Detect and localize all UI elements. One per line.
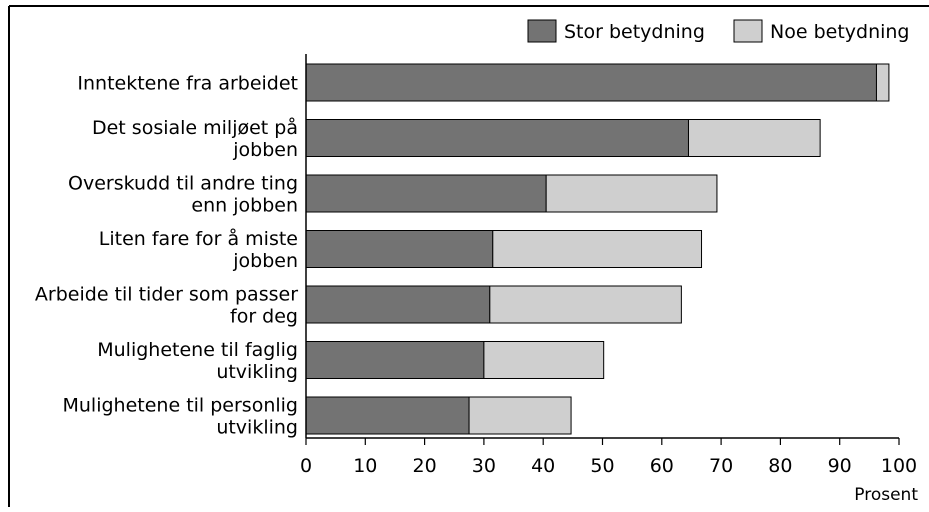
bar-noe-3: [492, 230, 703, 268]
bar-noe-6: [468, 396, 572, 435]
legend-label-stor: Stor betydning: [564, 21, 705, 43]
category-label: utvikling: [216, 361, 298, 383]
bar-stor-0: [305, 63, 877, 102]
legend: Stor betydning Noe betydning: [527, 19, 910, 43]
x-tick-label: 100: [881, 455, 917, 477]
category-labels: Inntektene fra arbeidet Det sosiale miljø…: [35, 73, 298, 439]
x-tick-label: 60: [650, 455, 674, 477]
category-label: utvikling: [216, 417, 298, 439]
category-label: Overskudd til andre ting: [68, 173, 298, 195]
x-tick-label: 20: [413, 455, 437, 477]
x-tick-label: 10: [353, 455, 377, 477]
bar-noe-0: [875, 63, 890, 102]
bar-stor-6: [305, 396, 470, 435]
category-label: Liten fare for å miste: [99, 227, 298, 250]
category-label: Mulighetene til personlig: [63, 395, 299, 417]
x-tick-label: 80: [768, 455, 792, 477]
legend-swatch-stor: [527, 19, 557, 43]
category-label: Inntektene fra arbeidet: [77, 73, 298, 95]
x-axis: 0 10 20 30 40 50 60 70 80 90 100: [300, 54, 917, 477]
category-label: jobben: [232, 250, 298, 272]
x-tick-label: 30: [472, 455, 496, 477]
legend-swatch-noe: [733, 19, 763, 43]
bar-stor-2: [305, 174, 547, 213]
x-axis-title: Prosent: [854, 485, 918, 505]
x-tick-label: 50: [590, 455, 614, 477]
bar-stor-4: [305, 285, 491, 324]
bar-noe-5: [483, 341, 605, 379]
x-tick-label: 90: [828, 455, 852, 477]
category-label: enn jobben: [191, 195, 298, 217]
x-tick-label: 70: [709, 455, 733, 477]
category-label: Det sosiale miljøet på: [92, 116, 298, 139]
bar-noe-4: [489, 285, 682, 324]
category-label: for deg: [230, 306, 298, 328]
x-tick-label: 40: [531, 455, 555, 477]
category-label: Mulighetene til faglig: [97, 339, 298, 361]
bar-stor-5: [305, 341, 485, 379]
category-label: jobben: [232, 139, 298, 161]
legend-label-noe: Noe betydning: [770, 21, 910, 43]
bar-stor-3: [305, 230, 494, 268]
bar-noe-2: [545, 174, 718, 213]
category-label: Arbeide til tider som passer: [35, 284, 298, 306]
bar-stor-1: [305, 119, 689, 157]
bar-noe-1: [687, 119, 821, 157]
bars: [305, 63, 890, 435]
x-tick-label: 0: [300, 455, 312, 477]
